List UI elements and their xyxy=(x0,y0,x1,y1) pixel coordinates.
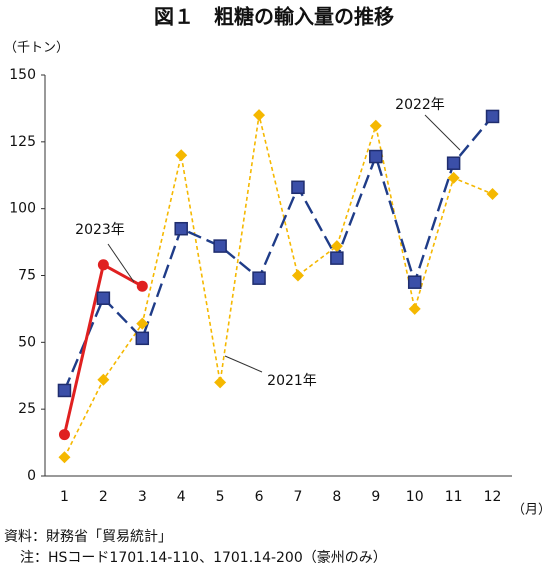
marker xyxy=(57,383,72,398)
y-tick-label: 0 xyxy=(27,468,36,484)
y-tick-label: 25 xyxy=(18,401,36,417)
marker xyxy=(291,269,304,282)
marker xyxy=(408,302,421,315)
series-line xyxy=(63,114,493,458)
marker xyxy=(58,429,70,441)
marker xyxy=(96,291,111,305)
marker xyxy=(369,149,383,164)
x-tick-label: 6 xyxy=(255,489,264,505)
x-tick-label: 7 xyxy=(293,489,302,505)
series-label: 2023年 xyxy=(75,222,125,238)
series-label: 2021年 xyxy=(267,373,317,389)
source: 資料：財務省「貿易統計」 xyxy=(4,529,172,545)
x-tick-label: 10 xyxy=(406,489,424,505)
y-axis-label: （千トン） xyxy=(4,41,69,56)
x-tick-label: 5 xyxy=(216,489,225,505)
marker xyxy=(97,373,110,386)
x-tick-label: 1 xyxy=(60,489,69,505)
y-tick-label: 150 xyxy=(9,67,36,83)
y-tick-label: 75 xyxy=(18,268,36,284)
marker xyxy=(174,221,188,236)
note: 注：HSコード1701.14-110、1701.14-200（豪州のみ） xyxy=(20,550,387,566)
series-line xyxy=(63,115,494,391)
x-tick-label: 9 xyxy=(371,489,380,505)
series-label: 2022年 xyxy=(395,97,445,113)
marker xyxy=(447,171,460,184)
x-tick-label: 4 xyxy=(177,489,186,505)
x-tick-label: 12 xyxy=(484,489,502,505)
marker xyxy=(136,317,149,330)
marker xyxy=(135,331,150,346)
x-tick-label: 2 xyxy=(99,489,108,505)
marker xyxy=(214,376,227,389)
marker xyxy=(291,180,305,195)
marker xyxy=(369,119,382,132)
y-tick-label: 125 xyxy=(9,134,36,150)
marker xyxy=(446,156,461,170)
chart-title: 図１ 粗糖の輸入量の推移 xyxy=(154,5,394,29)
marker xyxy=(330,240,343,253)
marker xyxy=(252,271,266,285)
annotation-leader xyxy=(224,355,263,373)
marker xyxy=(136,280,148,292)
marker xyxy=(407,275,422,289)
marker xyxy=(97,259,109,271)
y-tick-label: 50 xyxy=(18,334,36,350)
marker xyxy=(485,109,500,124)
series-line xyxy=(62,262,144,435)
x-tick-label: 8 xyxy=(332,489,341,505)
annotation-leader xyxy=(107,243,135,283)
marker xyxy=(175,149,188,162)
marker xyxy=(330,251,344,265)
y-tick-label: 100 xyxy=(9,201,36,217)
annotation-leader xyxy=(424,114,461,151)
marker xyxy=(213,239,227,253)
marker xyxy=(486,187,499,200)
marker xyxy=(253,109,266,122)
x-tick-label: 3 xyxy=(138,489,147,505)
marker xyxy=(58,451,71,464)
x-tick-label: 11 xyxy=(445,489,463,505)
x-axis-label: （月） xyxy=(512,503,548,518)
